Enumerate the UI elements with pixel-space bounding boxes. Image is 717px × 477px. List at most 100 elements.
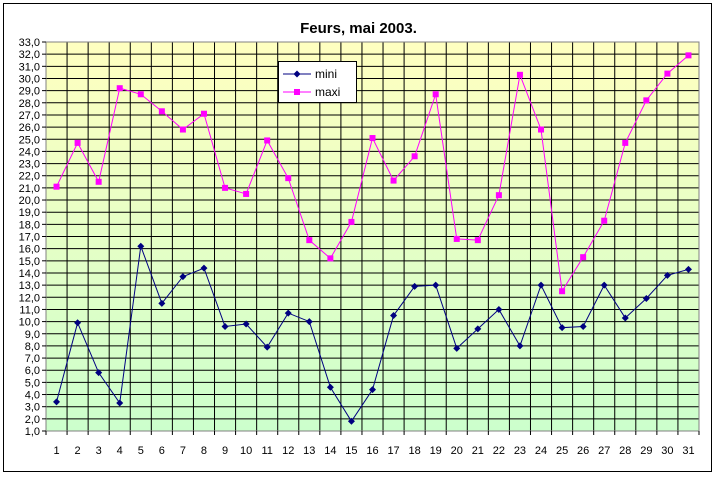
data-point-maxi: [664, 70, 671, 77]
data-point-maxi: [348, 218, 355, 225]
x-tick-label: 12: [282, 445, 294, 457]
x-tick-label: 31: [682, 445, 694, 457]
legend-entry-maxi: maxi: [279, 83, 358, 101]
data-point-mini: [495, 305, 503, 313]
x-tick-label: 17: [387, 445, 399, 457]
x-tick-label: 9: [222, 445, 228, 457]
data-point-maxi: [116, 85, 123, 92]
data-point-maxi: [538, 126, 545, 133]
x-tick-label: 20: [451, 445, 463, 457]
data-point-maxi: [495, 192, 502, 199]
y-tick-label: 8,0: [25, 341, 40, 353]
x-tick-label: 24: [535, 445, 547, 457]
legend-label-maxi: maxi: [315, 85, 341, 99]
data-point-mini: [116, 399, 124, 407]
data-point-maxi: [158, 108, 165, 115]
data-point-mini: [284, 309, 292, 317]
y-tick-label: 27,0: [19, 110, 40, 122]
data-point-maxi: [516, 71, 523, 78]
x-tick-label: 26: [577, 445, 589, 457]
y-tick-label: 9,0: [25, 329, 40, 341]
data-point-mini: [53, 398, 61, 406]
data-point-maxi: [622, 139, 629, 146]
y-tick-label: 4,0: [25, 390, 40, 402]
data-point-mini: [453, 344, 461, 352]
y-tick-label: 29,0: [19, 86, 40, 98]
chart-title: Feurs, mai 2003.: [300, 20, 417, 37]
series-layer: [53, 52, 692, 425]
data-point-mini: [137, 242, 145, 250]
y-tick-label: 30,0: [19, 73, 40, 85]
y-tick-label: 20,0: [19, 195, 40, 207]
x-tick-label: 22: [493, 445, 505, 457]
y-tick-label: 11,0: [19, 304, 40, 316]
data-point-maxi: [53, 183, 60, 190]
y-axis: 1,02,03,04,05,06,07,08,09,010,011,012,01…: [19, 37, 46, 438]
data-point-mini: [684, 265, 692, 273]
legend-symbol-maxi: [283, 89, 311, 95]
data-point-mini: [347, 417, 355, 425]
data-point-maxi: [432, 91, 439, 98]
data-point-maxi: [179, 126, 186, 133]
data-point-mini: [200, 264, 208, 272]
x-axis: 1 2 3 4 5 6 7 8 9 10 11 12 13 14 15 16 17 18 19 20 21 22 23 24 2…: [45, 431, 700, 457]
x-tick-label: 21: [472, 445, 484, 457]
data-point-maxi: [243, 190, 250, 197]
data-point-maxi: [685, 52, 692, 59]
y-tick-label: 1,0: [25, 426, 40, 438]
x-tick-label: 25: [556, 445, 568, 457]
data-point-maxi: [327, 255, 334, 262]
data-point-mini: [158, 299, 166, 307]
y-tick-label: 32,0: [19, 49, 40, 61]
y-tick-label: 21,0: [19, 183, 40, 195]
y-tick-label: 14,0: [19, 268, 40, 280]
data-point-mini: [642, 294, 650, 302]
x-tick-label: 15: [345, 445, 357, 457]
gridlines: [46, 42, 699, 431]
legend-entry-mini: mini: [279, 65, 358, 83]
data-point-maxi: [580, 254, 587, 261]
data-point-mini: [621, 314, 629, 322]
y-tick-label: 5,0: [25, 377, 40, 389]
y-tick-label: 17,0: [19, 232, 40, 244]
data-point-mini: [558, 324, 566, 332]
y-tick-label: 24,0: [19, 146, 40, 158]
data-point-mini: [600, 281, 608, 289]
legend-label-mini: mini: [315, 67, 338, 81]
y-tick-label: 6,0: [25, 365, 40, 377]
data-point-maxi: [369, 135, 376, 142]
data-point-mini: [326, 383, 334, 391]
data-point-mini: [411, 282, 419, 290]
data-point-maxi: [559, 288, 566, 295]
x-tick-label: 5: [138, 445, 144, 457]
data-point-maxi: [453, 235, 460, 242]
data-point-mini: [369, 386, 376, 394]
x-tick-label: 11: [261, 445, 272, 457]
x-tick-label: 29: [640, 445, 652, 457]
data-point-mini: [516, 342, 524, 350]
x-tick-label: 16: [366, 445, 378, 457]
data-point-maxi: [264, 137, 271, 144]
x-tick-label: 18: [409, 445, 421, 457]
data-point-maxi: [74, 139, 81, 146]
data-point-maxi: [411, 153, 418, 160]
data-point-maxi: [285, 175, 292, 182]
y-tick-label: 19,0: [19, 207, 40, 219]
data-point-mini: [432, 281, 440, 289]
x-tick-label: 3: [96, 445, 102, 457]
data-point-mini: [305, 318, 313, 326]
y-tick-label: 15,0: [19, 256, 40, 268]
x-tick-label: 1: [53, 445, 59, 457]
x-tick-label: 28: [619, 445, 631, 457]
data-point-maxi: [222, 184, 229, 191]
data-point-maxi: [137, 91, 144, 98]
x-tick-label: 7: [180, 445, 186, 457]
y-tick-label: 2,0: [25, 414, 40, 426]
y-tick-label: 33,0: [19, 37, 40, 49]
data-point-mini: [579, 322, 587, 330]
y-tick-label: 31,0: [19, 61, 40, 73]
y-tick-label: 12,0: [19, 292, 40, 304]
x-tick-label: 30: [661, 445, 673, 457]
data-point-maxi: [474, 237, 481, 244]
